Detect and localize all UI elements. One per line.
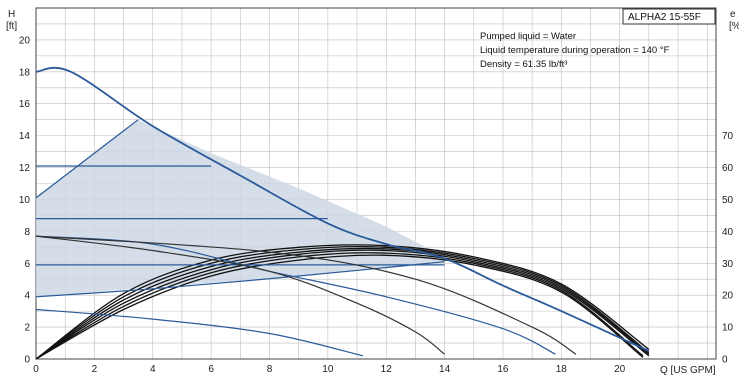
head-curve (35, 66, 650, 352)
y-right-unit: [%] (729, 21, 739, 32)
y-right-ticks: 0 10 20 30 40 50 60 70 (722, 131, 734, 365)
y-left-label: H (8, 9, 15, 20)
head-curve (35, 261, 445, 298)
x-axis-label: Q [US GPM] (660, 365, 716, 376)
note-temperature: Liquid temperature during operation = 14… (480, 45, 670, 56)
y-right-tick: 10 (722, 323, 734, 334)
y-right-tick: 60 (722, 163, 734, 174)
y-left-tick: 6 (24, 259, 30, 270)
x-ticks: 0 2 4 6 8 10 12 14 16 18 20 (33, 364, 625, 375)
head-curves (35, 66, 650, 357)
x-tick: 4 (150, 364, 156, 375)
note-density: Density = 61.35 lb/ft³ (480, 59, 567, 70)
note-liquid: Pumped liquid = Water (480, 31, 576, 42)
y-right-tick: 40 (722, 227, 734, 238)
y-right-tick: 70 (722, 131, 734, 142)
head-curve (35, 119, 139, 199)
y-right-label: e (730, 9, 736, 20)
efficiency-curve (35, 245, 650, 360)
y-left-tick: 18 (19, 67, 31, 78)
efficiency-curve (35, 247, 650, 360)
efficiency-curve (35, 249, 650, 360)
plot-frame (35, 7, 717, 360)
y-left-tick: 12 (19, 163, 31, 174)
y-right-tick: 50 (722, 195, 734, 206)
y-right-tick: 30 (722, 259, 734, 270)
y-left-unit: [ft] (6, 21, 17, 32)
efficiency-curve (35, 252, 644, 360)
x-tick: 0 (33, 364, 39, 375)
x-tick: 20 (614, 364, 626, 375)
head-curve (35, 235, 577, 355)
model-badge (622, 8, 716, 25)
y-left-tick: 16 (19, 99, 31, 110)
y-left-tick: 20 (19, 35, 31, 46)
y-left-tick: 10 (19, 195, 31, 206)
model-label: ALPHA2 15-55F (628, 12, 701, 23)
y-left-tick: 14 (19, 131, 31, 142)
efficiency-curve (35, 244, 650, 360)
head-curve (35, 235, 445, 355)
x-tick: 12 (381, 364, 393, 375)
y-left-tick: 8 (24, 227, 30, 238)
y-left-tick: 0 (24, 355, 30, 366)
y-left-ticks: 0 2 4 6 8 10 12 14 16 18 20 (19, 35, 31, 365)
head-curve (35, 308, 364, 357)
x-tick: 10 (322, 364, 334, 375)
operating-region-fill (36, 119, 445, 297)
x-tick: 6 (208, 364, 214, 375)
x-tick: 16 (497, 364, 509, 375)
operating-area (36, 119, 445, 297)
y-left-tick: 2 (24, 323, 30, 334)
efficiency-curves (35, 244, 650, 360)
x-tick: 18 (556, 364, 568, 375)
y-left-tick: 4 (24, 291, 30, 302)
x-tick: 14 (439, 364, 451, 375)
y-right-tick: 0 (722, 355, 728, 366)
y-right-tick: 20 (722, 291, 734, 302)
x-tick: 2 (92, 364, 98, 375)
efficiency-curve (35, 254, 644, 360)
x-tick: 8 (267, 364, 273, 375)
